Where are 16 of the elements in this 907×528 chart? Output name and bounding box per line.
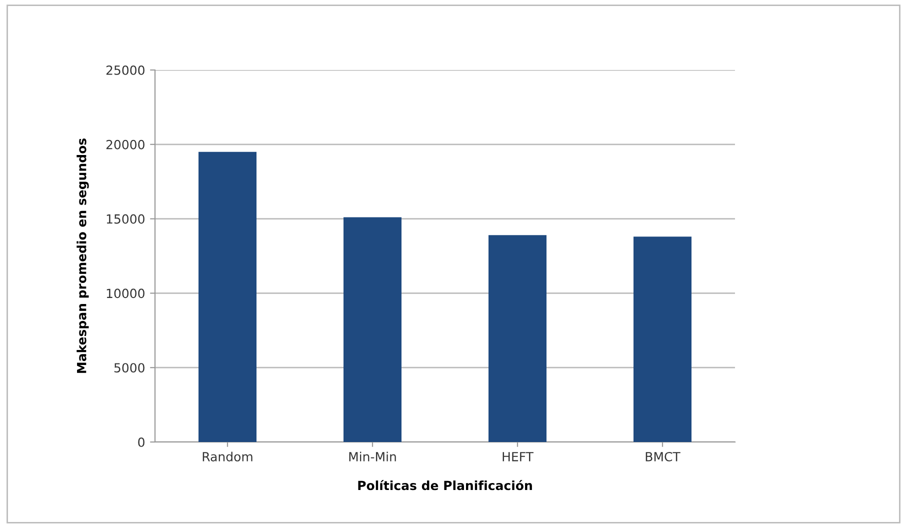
bar	[344, 217, 402, 442]
x-tick-label: HEFT	[502, 452, 534, 462]
y-tick-label: 25000	[106, 65, 144, 75]
y-tick-label: 0	[138, 437, 144, 447]
y-tick-label: 15000	[106, 214, 144, 224]
y-tick-label: 20000	[106, 140, 144, 150]
y-tick-label: 10000	[106, 288, 144, 298]
x-tick-label: Min-Min	[349, 452, 396, 462]
bar	[634, 236, 692, 442]
y-tick-label: 5000	[114, 363, 144, 373]
x-tick-label: Random	[202, 452, 252, 462]
x-axis-title: Políticas de Planificación	[358, 480, 532, 490]
y-axis-title: Makespan promedio en segundos	[76, 138, 89, 373]
bar	[488, 235, 546, 442]
bar	[198, 152, 256, 442]
x-tick-label: BMCT	[646, 452, 680, 462]
